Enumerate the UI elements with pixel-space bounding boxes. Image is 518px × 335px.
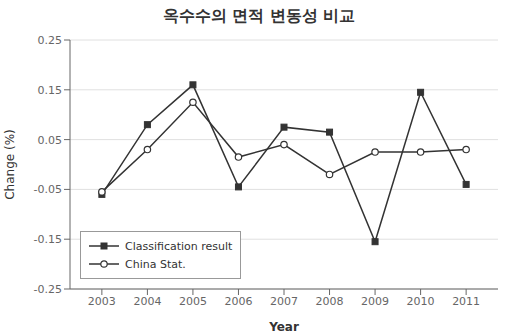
svg-text:-0.25: -0.25 — [34, 283, 62, 296]
svg-text:2011: 2011 — [452, 295, 480, 308]
svg-text:2003: 2003 — [88, 295, 116, 308]
svg-text:-0.05: -0.05 — [34, 183, 62, 196]
svg-text:Change (%): Change (%) — [3, 129, 17, 200]
svg-text:2007: 2007 — [270, 295, 298, 308]
svg-text:0.25: 0.25 — [38, 34, 63, 47]
svg-text:Year: Year — [268, 320, 299, 334]
html-text:China Stat.: China Stat. — [125, 257, 186, 271]
svg-text:2004: 2004 — [133, 295, 161, 308]
svg-text:2009: 2009 — [361, 295, 389, 308]
svg-text:0.05: 0.05 — [38, 134, 63, 147]
svg-text:2008: 2008 — [316, 295, 344, 308]
svg-text:2010: 2010 — [407, 295, 435, 308]
html-text:Classification result: Classification result — [125, 239, 233, 253]
svg-text:0.15: 0.15 — [38, 84, 63, 97]
svg-text:2005: 2005 — [179, 295, 207, 308]
svg-text:-0.15: -0.15 — [34, 233, 62, 246]
svg-text:2006: 2006 — [224, 295, 252, 308]
html-text:옥수수의 면적 변동성 비교: 옥수수의 면적 변동성 비교 — [162, 6, 356, 25]
